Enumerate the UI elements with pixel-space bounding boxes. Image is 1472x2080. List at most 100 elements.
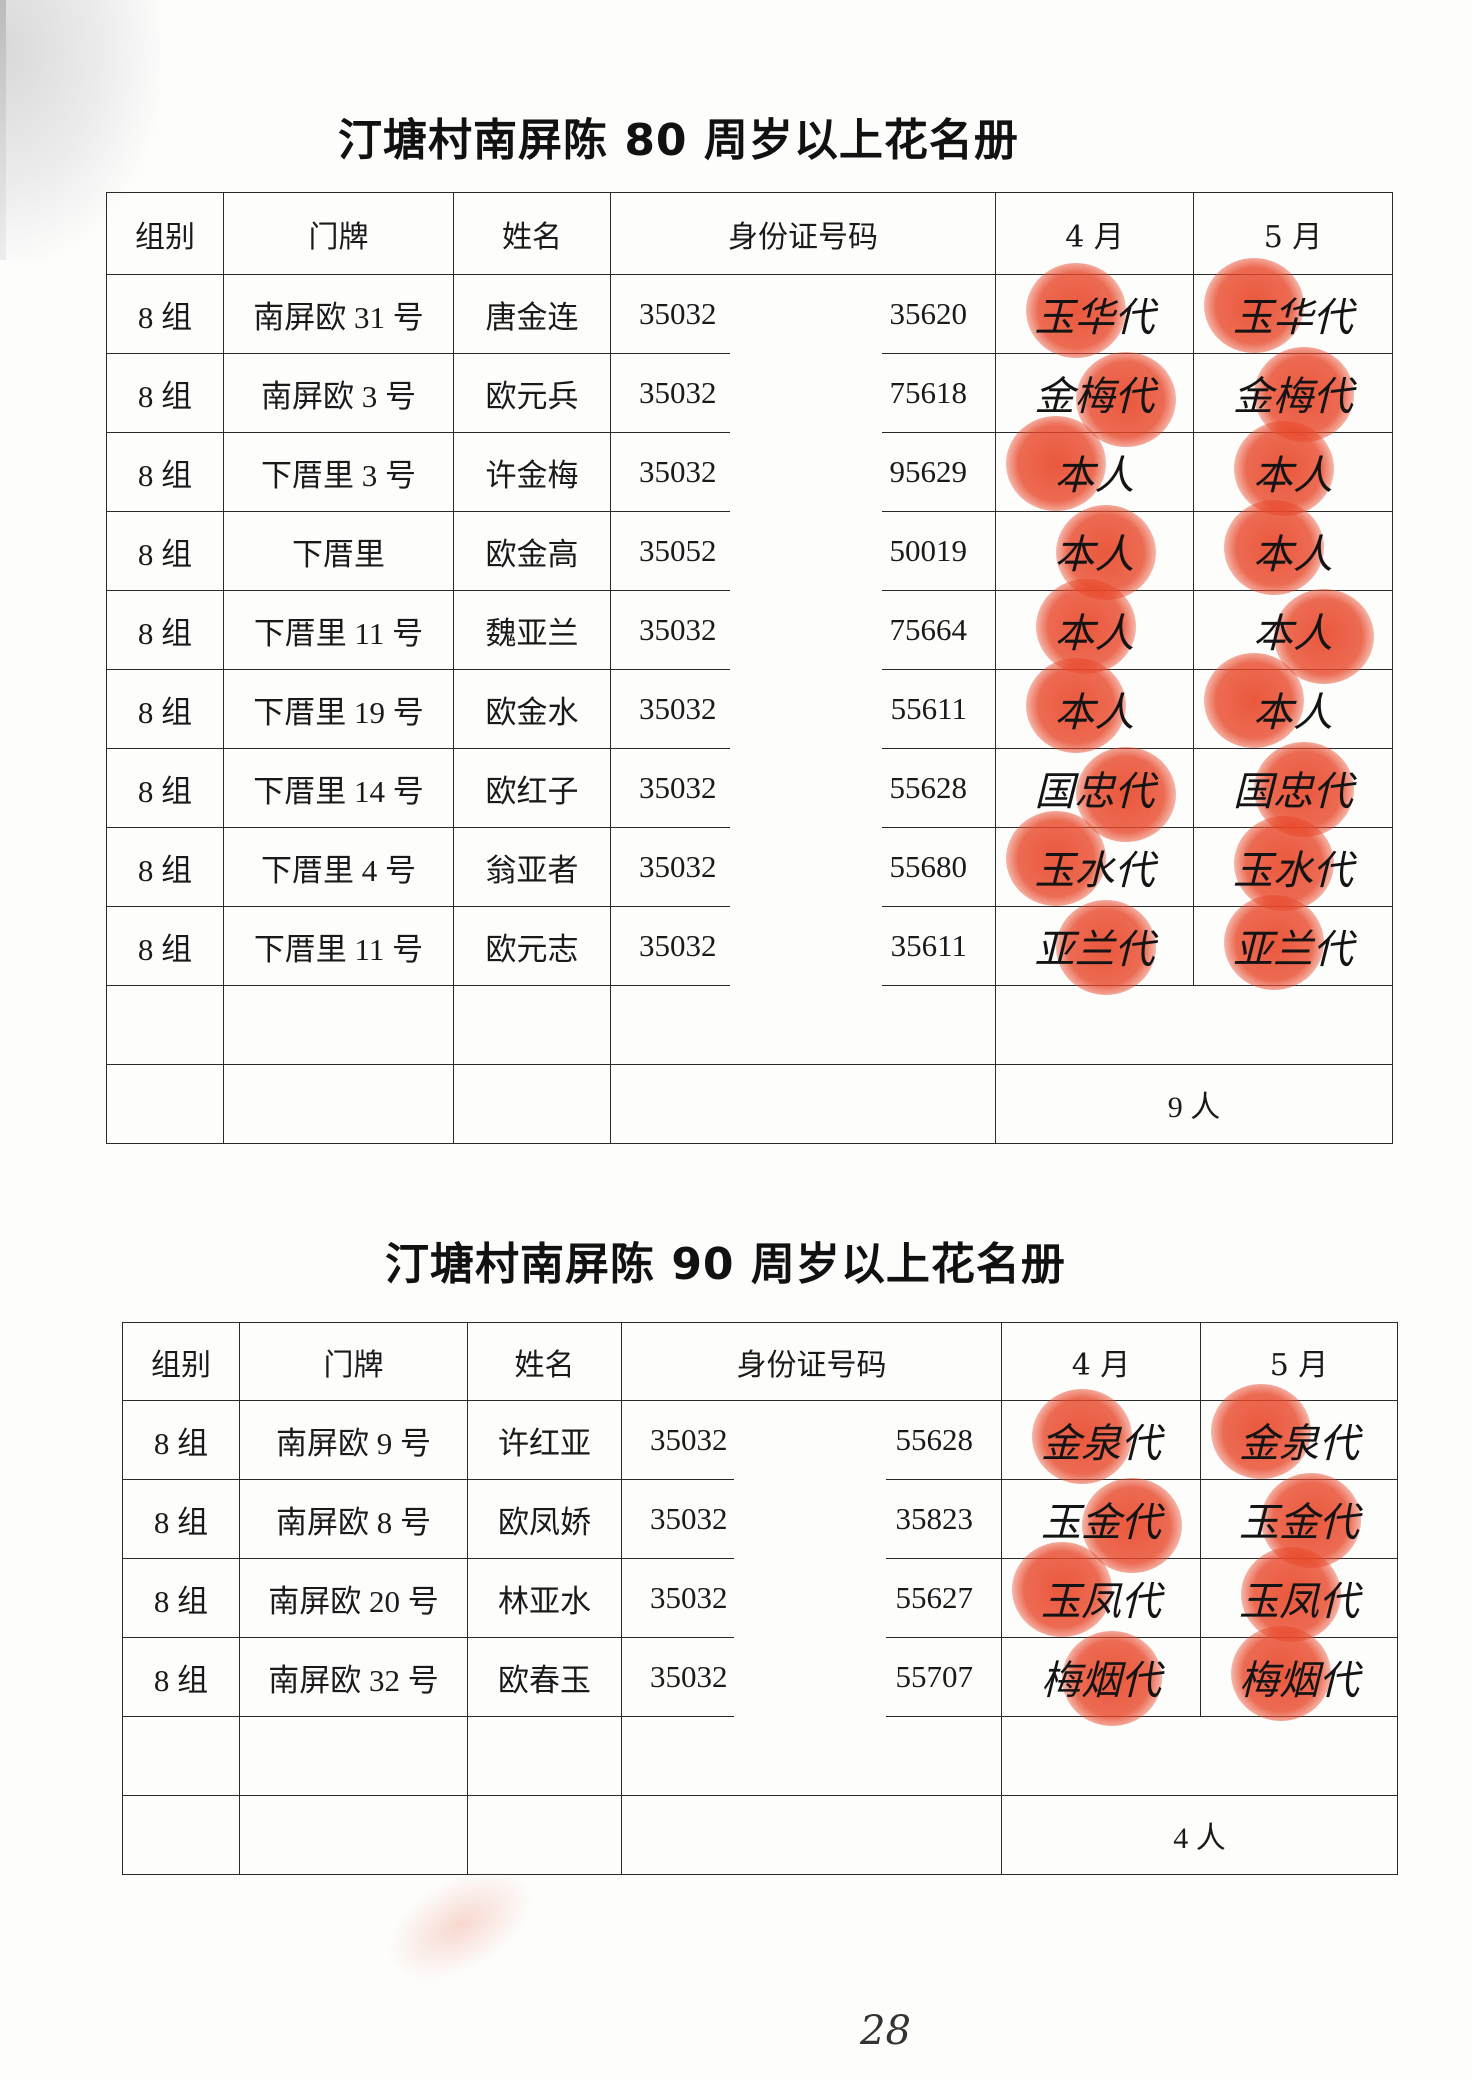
- total-count: 9 人: [995, 1064, 1393, 1144]
- id-suffix: 55680: [889, 849, 968, 884]
- signature-cell-apr: 本人: [995, 416, 1194, 512]
- empty-cell: [610, 1064, 996, 1144]
- handwritten-signature: 金泉代: [1239, 1421, 1359, 1467]
- fingerprint-seal: [1211, 1384, 1311, 1479]
- signature-cell-may: 梅烟代: [1200, 1626, 1398, 1721]
- id-suffix: 35823: [895, 1501, 974, 1536]
- cell-group: 8 组: [122, 1558, 240, 1638]
- column-header: 5 月: [1193, 192, 1393, 275]
- handwritten-signature: 金泉代: [1041, 1421, 1161, 1467]
- cell-name: 唐金连: [453, 274, 611, 354]
- id-prefix: 35032: [639, 375, 717, 410]
- cell-group: 8 组: [106, 906, 224, 986]
- cell-name: 欧元兵: [453, 353, 611, 433]
- cell-group: 8 组: [106, 432, 224, 512]
- empty-cell: [1001, 1716, 1398, 1796]
- empty-row: 9 人: [106, 1064, 1393, 1144]
- empty-cell: [106, 1064, 224, 1144]
- handwritten-signature: 亚兰代: [1034, 927, 1155, 973]
- empty-cell: [122, 1795, 240, 1875]
- fingerprint-seal: [1006, 416, 1106, 511]
- signature-cell-may: 玉华代: [1193, 258, 1393, 354]
- id-suffix: 50019: [889, 533, 968, 568]
- cell-group: 8 组: [106, 511, 224, 591]
- total-count: 4 人: [1001, 1795, 1398, 1875]
- id-suffix: 75664: [889, 612, 968, 647]
- handwritten-signature: 玉水代: [1034, 848, 1155, 894]
- column-header: 组别: [106, 192, 224, 275]
- id-prefix: 35032: [650, 1422, 728, 1457]
- empty-cell: [239, 1795, 468, 1875]
- handwritten-signature: 玉华代: [1233, 295, 1353, 341]
- table-row: 8 组南屏欧 20 号林亚水 35032 55627 玉凤代 玉凤代: [122, 1542, 1398, 1642]
- column-header: 组别: [122, 1322, 240, 1401]
- id-prefix: 35032: [639, 849, 717, 884]
- column-header: 身份证号码: [621, 1322, 1002, 1401]
- cell-group: 8 组: [106, 748, 224, 828]
- id-suffix: 55628: [895, 1422, 974, 1457]
- cell-address: 南屏欧 8 号: [239, 1479, 468, 1559]
- handwritten-signature: 本人: [1054, 532, 1135, 578]
- signature-cell-apr: 金泉代: [1001, 1389, 1201, 1484]
- handwritten-signature: 玉凤代: [1041, 1579, 1161, 1625]
- signature-cell-apr: 本人: [995, 579, 1194, 674]
- handwritten-signature: 玉华代: [1034, 295, 1155, 341]
- fingerprint-seal: [1026, 263, 1126, 358]
- empty-cell: [223, 1064, 454, 1144]
- cell-name: 魏亚兰: [453, 590, 611, 670]
- column-header: 姓名: [453, 192, 611, 275]
- signature-cell-apr: 金梅代: [995, 352, 1194, 447]
- cell-group: 8 组: [122, 1479, 240, 1559]
- fingerprint-seal: [1204, 258, 1304, 353]
- handwritten-signature: 梅烟代: [1239, 1658, 1359, 1704]
- cell-group: 8 组: [106, 827, 224, 907]
- cell-group: 8 组: [106, 274, 224, 354]
- signature-cell-apr: 玉水代: [995, 811, 1194, 907]
- id-prefix: 35032: [639, 770, 717, 805]
- cell-group: 8 组: [122, 1400, 240, 1480]
- signature-cell-may: 亚兰代: [1193, 895, 1393, 990]
- signature-cell-apr: 玉凤代: [1001, 1542, 1201, 1638]
- empty-cell: [610, 985, 996, 1065]
- signature-cell-may: 本人: [1193, 653, 1393, 749]
- column-header: 5 月: [1200, 1322, 1398, 1401]
- cell-address: 下厝里 14 号: [223, 748, 454, 828]
- signature-cell-may: 本人: [1193, 500, 1393, 595]
- cell-address: 南屏欧 20 号: [239, 1558, 468, 1638]
- empty-cell: [122, 1716, 240, 1796]
- signature-cell-may: 本人: [1193, 421, 1393, 516]
- empty-cell: [239, 1716, 468, 1796]
- signature-cell-may: 本人: [1193, 589, 1393, 684]
- signature-cell-apr: 亚兰代: [995, 900, 1194, 995]
- column-header: 门牌: [223, 192, 454, 275]
- empty-cell: [223, 985, 454, 1065]
- empty-cell: [621, 1716, 1002, 1796]
- column-header: 4 月: [1001, 1322, 1201, 1401]
- signature-cell-apr: 玉华代: [995, 263, 1194, 358]
- column-header: 4 月: [995, 192, 1194, 275]
- cell-address: 下厝里 3 号: [223, 432, 454, 512]
- signature-cell-may: 金梅代: [1193, 347, 1393, 442]
- handwritten-signature: 本人: [1054, 611, 1135, 657]
- fingerprint-seal: [1006, 811, 1106, 906]
- cell-group: 8 组: [122, 1637, 240, 1717]
- signature-cell-apr: 本人: [995, 658, 1194, 753]
- table-row: 8 组下厝里 11 号魏亚兰 35032 75664 本人 本人: [106, 579, 1393, 684]
- empty-cell: [453, 985, 611, 1065]
- id-suffix: 35611: [890, 928, 967, 963]
- id-prefix: 35032: [639, 612, 717, 647]
- signature-cell-apr: 本人: [995, 505, 1194, 600]
- column-header: 门牌: [239, 1322, 468, 1401]
- empty-row: 4 人: [122, 1795, 1398, 1875]
- handwritten-signature: 本人: [1253, 611, 1333, 657]
- handwritten-signature: 本人: [1253, 532, 1333, 578]
- table-row: 8 组下厝里 19 号欧金水 35032 55611 本人 本人: [106, 653, 1393, 753]
- column-header: 姓名: [467, 1322, 622, 1401]
- id-prefix: 35032: [650, 1580, 728, 1615]
- id-prefix: 35032: [650, 1501, 728, 1536]
- id-suffix: 55627: [895, 1580, 974, 1615]
- title-90: 汀塘村南屏陈 90 周岁以上花名册: [385, 1239, 1066, 1290]
- signature-cell-may: 玉水代: [1193, 816, 1393, 911]
- cell-address: 南屏欧 3 号: [223, 353, 454, 433]
- empty-cell: [467, 1795, 622, 1875]
